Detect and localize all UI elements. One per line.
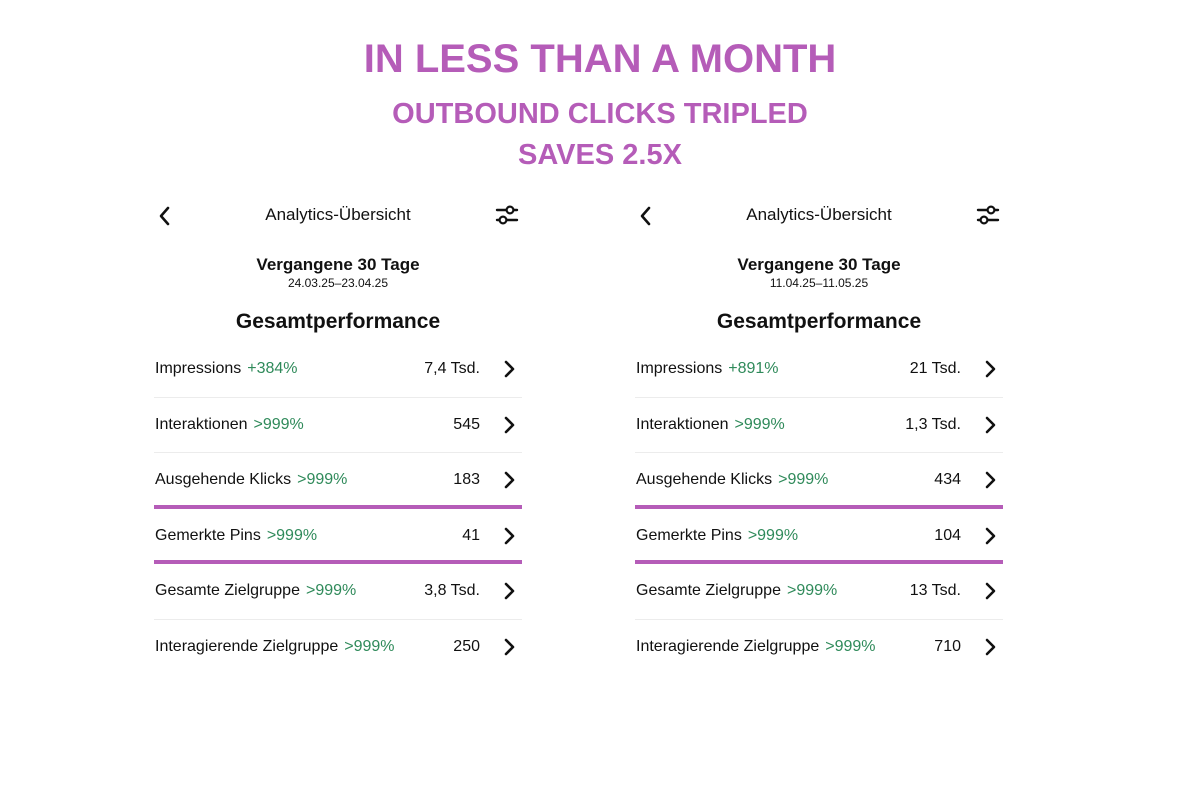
panel-top-bar: Analytics-Übersicht bbox=[635, 200, 1003, 230]
sliders-icon bbox=[976, 205, 1000, 225]
section-title: Gesamtperformance bbox=[716, 310, 922, 333]
row-arrow[interactable] bbox=[983, 470, 999, 490]
metric-value: 545 bbox=[453, 415, 480, 433]
sliders-icon bbox=[495, 205, 519, 225]
row-arrow[interactable] bbox=[983, 526, 999, 546]
back-button[interactable] bbox=[154, 204, 184, 228]
row-arrow[interactable] bbox=[983, 581, 999, 601]
metric-label: Interaktionen bbox=[636, 415, 729, 433]
metric-change: >999% bbox=[734, 415, 785, 433]
row-arrow[interactable] bbox=[502, 470, 518, 490]
metric-value: 183 bbox=[453, 471, 480, 488]
metric-row[interactable]: Ausgehende Klicks >999% 183 bbox=[154, 453, 522, 509]
date-range: 11.04.25–11.05.25 bbox=[769, 276, 869, 290]
headline-title: IN LESS THAN A MONTH bbox=[363, 37, 837, 81]
metric-row[interactable]: Interaktionen >999% 545 bbox=[154, 398, 522, 453]
metrics-list: Impressions +891% 21 Tsd. Interaktionen >9… bbox=[635, 342, 1003, 675]
row-arrow[interactable] bbox=[502, 415, 518, 435]
metric-change: >999% bbox=[344, 637, 395, 655]
metric-value: 434 bbox=[934, 471, 961, 488]
headline-outbound-clicks: OUTBOUND CLICKS TRIPLED bbox=[392, 98, 808, 130]
metric-row[interactable]: Interaktionen >999% 1,3 Tsd. bbox=[635, 398, 1003, 453]
headline-saves: SAVES 2.5X bbox=[518, 139, 682, 171]
chevron-right-icon bbox=[985, 582, 996, 600]
metric-change: +384% bbox=[247, 360, 298, 377]
metric-row[interactable]: Interagierende Zielgruppe >999% 710 bbox=[635, 620, 1003, 676]
row-arrow[interactable] bbox=[502, 359, 518, 379]
metric-value: 710 bbox=[934, 637, 961, 655]
metric-change: +891% bbox=[728, 360, 779, 377]
row-arrow[interactable] bbox=[983, 415, 999, 435]
metric-label: Impressions bbox=[636, 360, 723, 377]
metric-label: Gemerkte Pins bbox=[636, 526, 742, 544]
row-arrow[interactable] bbox=[983, 637, 999, 657]
metric-label: Ausgehende Klicks bbox=[155, 471, 292, 488]
metric-label: Interaktionen bbox=[155, 415, 248, 433]
metric-change: >999% bbox=[297, 471, 348, 488]
chevron-right-icon bbox=[504, 360, 515, 378]
analytics-panel-after: Analytics-Übersicht Vergangene 30 Tage 1… bbox=[635, 192, 1003, 672]
metric-value: 21 Tsd. bbox=[909, 360, 961, 377]
metric-row[interactable]: Ausgehende Klicks >999% 434 bbox=[635, 453, 1003, 509]
period-label: Vergangene 30 Tage bbox=[737, 255, 901, 274]
chevron-right-icon bbox=[985, 416, 996, 433]
metric-row[interactable]: Gesamte Zielgruppe >999% 13 Tsd. bbox=[635, 564, 1003, 620]
metric-value: 41 bbox=[462, 526, 480, 544]
metric-row[interactable]: Gemerkte Pins >999% 41 bbox=[154, 509, 522, 564]
metric-value: 3,8 Tsd. bbox=[424, 582, 480, 599]
metric-label: Gemerkte Pins bbox=[155, 526, 261, 544]
chevron-right-icon bbox=[504, 471, 515, 489]
metric-row[interactable]: Impressions +891% 21 Tsd. bbox=[635, 342, 1003, 398]
chevron-right-icon bbox=[504, 416, 515, 433]
row-arrow[interactable] bbox=[502, 581, 518, 601]
chevron-left-icon bbox=[640, 206, 651, 226]
metric-label: Ausgehende Klicks bbox=[636, 471, 773, 488]
metric-label: Gesamte Zielgruppe bbox=[636, 582, 781, 599]
analytics-panel-before: Analytics-Übersicht Vergangene 30 Tage 2… bbox=[154, 192, 522, 672]
row-arrow[interactable] bbox=[502, 637, 518, 657]
metric-value: 7,4 Tsd. bbox=[424, 360, 480, 377]
metric-row[interactable]: Interagierende Zielgruppe >999% 250 bbox=[154, 620, 522, 676]
metric-value: 250 bbox=[453, 637, 480, 655]
metric-change: >999% bbox=[747, 526, 799, 544]
metric-value: 1,3 Tsd. bbox=[905, 415, 961, 433]
panel-title: Analytics-Übersicht bbox=[746, 205, 892, 224]
filter-button[interactable] bbox=[492, 202, 522, 228]
row-arrow[interactable] bbox=[502, 526, 518, 546]
metric-label: Interagierende Zielgruppe bbox=[155, 637, 339, 655]
metric-change: >999% bbox=[253, 415, 304, 433]
metric-change: >999% bbox=[786, 582, 838, 599]
metric-row[interactable]: Gesamte Zielgruppe >999% 3,8 Tsd. bbox=[154, 564, 522, 620]
chevron-right-icon bbox=[985, 527, 996, 544]
panel-top-bar: Analytics-Übersicht bbox=[154, 200, 522, 230]
metric-value: 13 Tsd. bbox=[909, 582, 961, 599]
metric-change: >999% bbox=[266, 526, 318, 544]
metric-change: >999% bbox=[778, 471, 829, 488]
chevron-right-icon bbox=[504, 638, 515, 655]
date-range: 24.03.25–23.04.25 bbox=[287, 276, 389, 290]
chevron-right-icon bbox=[985, 471, 996, 489]
panel-title: Analytics-Übersicht bbox=[265, 205, 411, 224]
metrics-list: Impressions +384% 7,4 Tsd. Interaktionen >… bbox=[154, 342, 522, 675]
chevron-right-icon bbox=[985, 360, 996, 378]
metric-label: Interagierende Zielgruppe bbox=[636, 637, 820, 655]
filter-button[interactable] bbox=[973, 202, 1003, 228]
metric-change: >999% bbox=[825, 637, 876, 655]
metric-change: >999% bbox=[305, 582, 357, 599]
back-button[interactable] bbox=[635, 204, 665, 228]
metric-label: Gesamte Zielgruppe bbox=[155, 582, 300, 599]
period-label: Vergangene 30 Tage bbox=[256, 255, 420, 274]
section-title: Gesamtperformance bbox=[235, 310, 441, 333]
chevron-right-icon bbox=[985, 638, 996, 655]
metric-row[interactable]: Gemerkte Pins >999% 104 bbox=[635, 509, 1003, 564]
metric-value: 104 bbox=[934, 526, 961, 544]
chevron-right-icon bbox=[504, 582, 515, 600]
chevron-right-icon bbox=[504, 527, 515, 544]
chevron-left-icon bbox=[159, 206, 170, 226]
row-arrow[interactable] bbox=[983, 359, 999, 379]
metric-label: Impressions bbox=[155, 360, 242, 377]
metric-row[interactable]: Impressions +384% 7,4 Tsd. bbox=[154, 342, 522, 398]
